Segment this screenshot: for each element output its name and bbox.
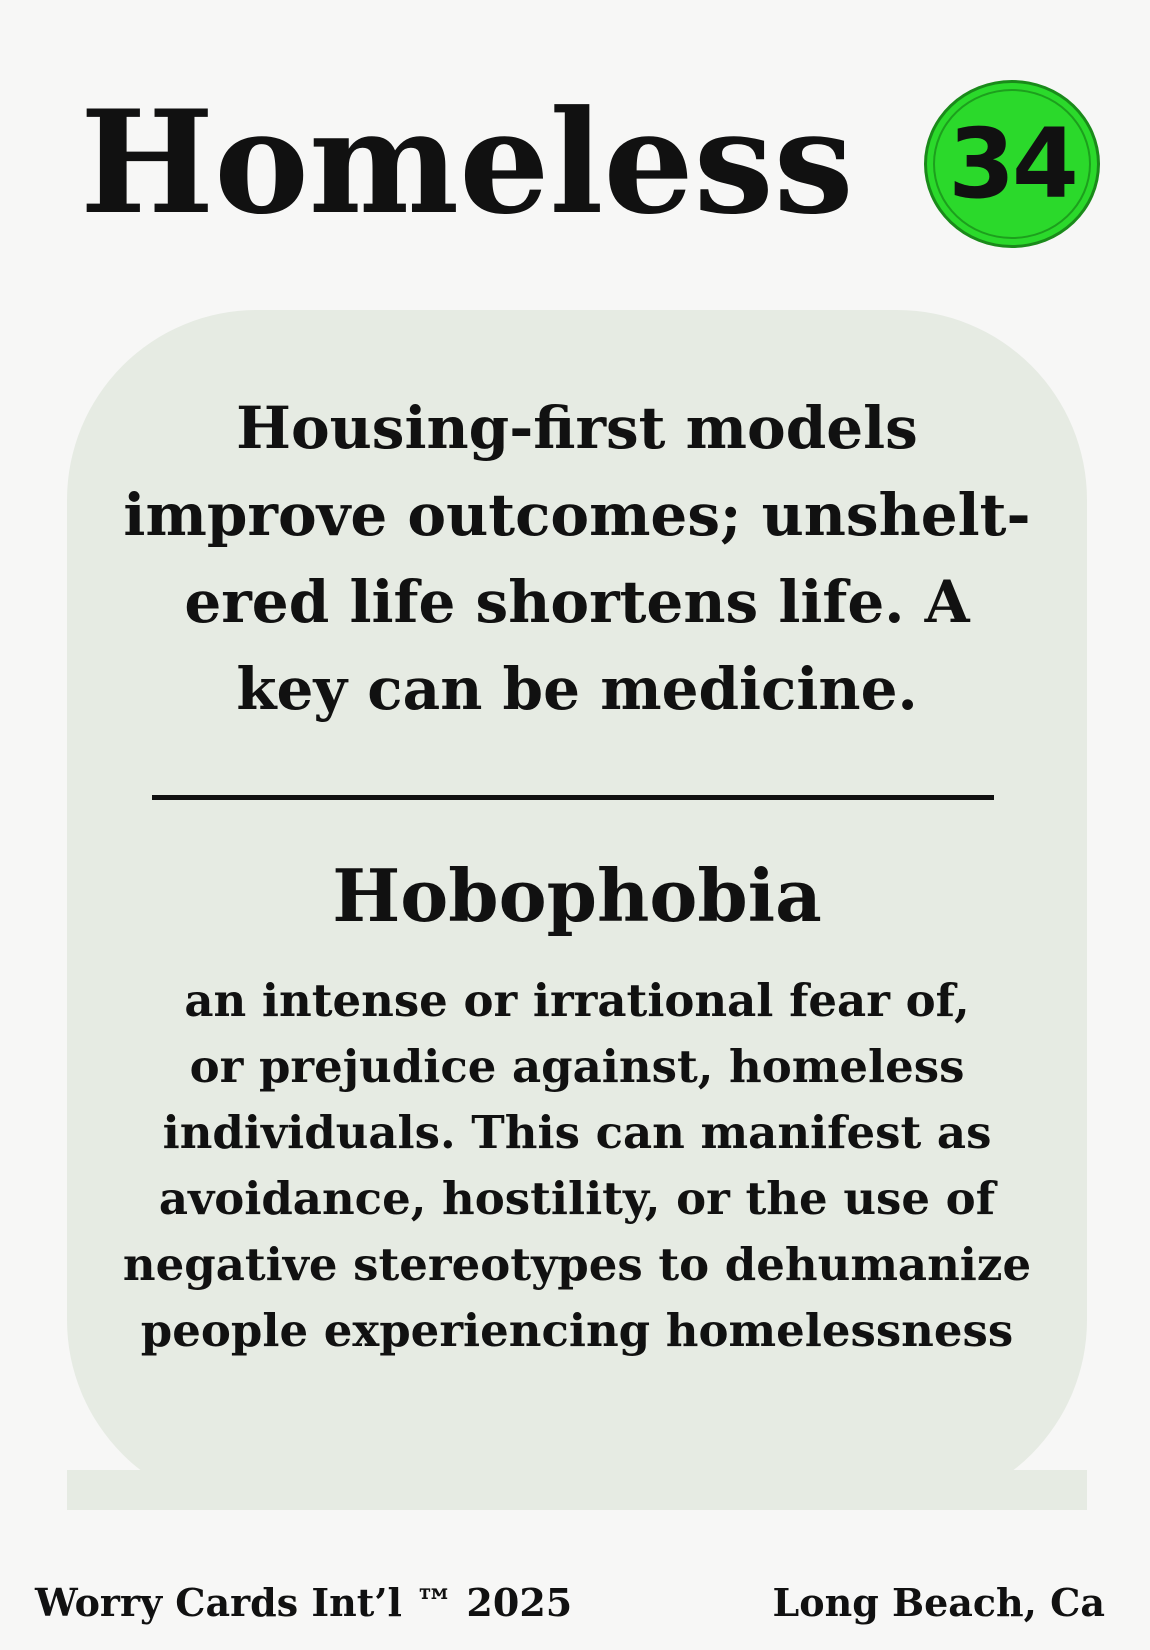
card-number-badge: 34 xyxy=(924,80,1100,248)
card-number: 34 xyxy=(948,108,1079,220)
term-heading: Hobophobia xyxy=(332,853,822,938)
fact-line: key can be medicine. xyxy=(236,655,918,723)
content-panel xyxy=(67,310,1087,1510)
fact-line: Housing-first models xyxy=(236,394,918,462)
fact-line: improve outcomes; unshelt- xyxy=(123,481,1031,549)
fact-text: Housing-first models improve outcomes; u… xyxy=(67,385,1087,733)
definition-line: or prejudice against, homeless xyxy=(189,1040,965,1093)
footer-location: Long Beach, Ca xyxy=(772,1580,1106,1625)
definition-line: an intense or irrational fear of, xyxy=(184,974,970,1027)
definition-line: negative stereotypes to dehumanize xyxy=(122,1238,1032,1291)
fact-line: ered life shortens life. A xyxy=(184,568,970,636)
card-title: Homeless xyxy=(80,80,854,246)
content-panel-bottom xyxy=(67,1470,1087,1510)
badge-ring xyxy=(933,89,1091,239)
divider-line xyxy=(152,795,994,800)
term-definition: an intense or irrational fear of, or pre… xyxy=(67,968,1087,1364)
definition-line: avoidance, hostility, or the use of xyxy=(158,1172,996,1225)
definition-line: individuals. This can manifest as xyxy=(162,1106,992,1159)
definition-line: people experiencing homelessness xyxy=(140,1304,1014,1357)
footer-copyright: Worry Cards Int’l ™ 2025 xyxy=(35,1580,573,1625)
